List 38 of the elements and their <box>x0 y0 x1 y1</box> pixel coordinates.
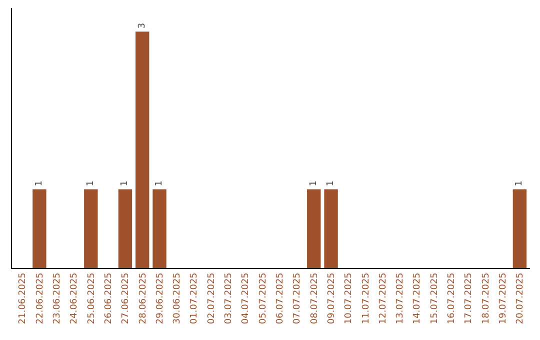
x-tick-label: 19.07.2025 <box>498 272 508 324</box>
x-tick-label: 26.06.2025 <box>104 272 114 324</box>
x-tick-label: 20.07.2025 <box>516 272 526 324</box>
x-tick-label: 08.07.2025 <box>310 272 320 324</box>
x-tick-label: 17.07.2025 <box>464 272 474 324</box>
x-tick-label: 18.07.2025 <box>481 272 492 324</box>
x-tick-label: 14.07.2025 <box>412 272 423 324</box>
x-tick-label: 10.07.2025 <box>344 272 354 324</box>
x-tick-label: 24.06.2025 <box>70 272 80 324</box>
x-tick-label: 06.07.2025 <box>276 272 286 324</box>
data-label: 1 <box>120 180 130 186</box>
x-tick-label: 28.06.2025 <box>138 272 148 324</box>
x-tick-label: 12.07.2025 <box>378 272 388 324</box>
x-tick-label: 15.07.2025 <box>430 272 440 324</box>
x-tick-label: 03.07.2025 <box>224 272 234 324</box>
data-label: 1 <box>514 180 525 186</box>
x-tick-label: 29.06.2025 <box>155 272 166 324</box>
x-tick-label: 16.07.2025 <box>447 272 458 324</box>
x-tick-label: 30.06.2025 <box>172 272 183 324</box>
data-label: 1 <box>326 180 336 186</box>
x-tick-label: 11.07.2025 <box>361 272 372 324</box>
x-tick-label: 27.06.2025 <box>121 272 132 324</box>
data-label: 1 <box>154 180 165 186</box>
x-tick-label: 25.06.2025 <box>86 272 97 324</box>
x-tick-label: 21.06.2025 <box>18 272 28 324</box>
data-label: 1 <box>308 180 319 186</box>
x-tick-label: 13.07.2025 <box>396 272 406 324</box>
x-tick-label: 07.07.2025 <box>292 272 303 324</box>
x-tick-label: 04.07.2025 <box>241 272 252 324</box>
data-label: 1 <box>34 180 44 186</box>
x-tick-label: 01.07.2025 <box>190 272 200 324</box>
x-tick-label: 23.06.2025 <box>52 272 63 324</box>
data-label: 3 <box>137 22 148 29</box>
x-tick-label: 09.07.2025 <box>326 272 337 324</box>
x-tick-label: 22.06.2025 <box>35 272 46 324</box>
data-label: 1 <box>86 180 96 186</box>
x-tick-label: 02.07.2025 <box>206 272 217 324</box>
x-tick-label: 05.07.2025 <box>258 272 268 324</box>
